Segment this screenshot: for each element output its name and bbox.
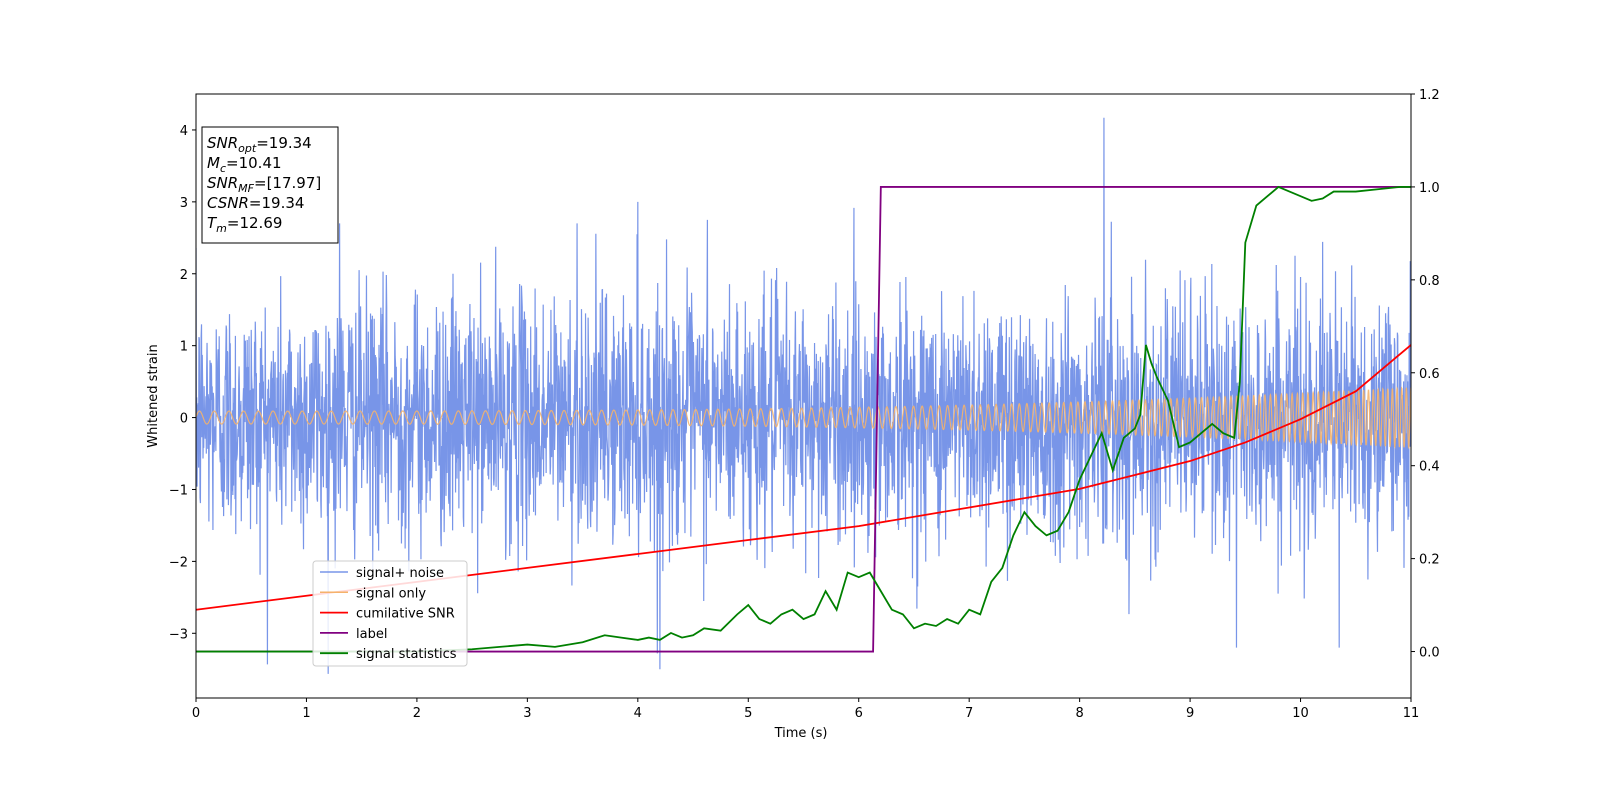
y2-tick-label: 0.8 xyxy=(1419,274,1440,289)
annotation-subscript: opt xyxy=(238,142,257,155)
x-axis-label: Time (s) xyxy=(774,726,828,741)
legend-frame xyxy=(312,560,468,667)
x-tick-label: 2 xyxy=(413,706,421,721)
legend-label: signal+ noise xyxy=(356,566,444,581)
y-tick-label: 3 xyxy=(180,196,188,211)
x-tick-label: 10 xyxy=(1292,706,1309,721)
y-tick-label: −2 xyxy=(169,555,188,570)
annotation-subscript: c xyxy=(220,162,226,175)
annotation-value: =[17.97] xyxy=(254,174,321,192)
plot-frame xyxy=(195,93,1412,699)
annotation-frame xyxy=(201,126,339,244)
y-tick-label: 4 xyxy=(180,124,188,139)
y-tick-label: −1 xyxy=(169,483,188,498)
annotation-symbol: T xyxy=(207,214,218,232)
series-signal-noise-line xyxy=(196,117,1411,674)
annotation-line: Tm=12.69 xyxy=(207,214,282,235)
x-tick-label: 4 xyxy=(634,706,642,721)
y-tick-label: 0 xyxy=(180,412,188,427)
x-tick-label: 6 xyxy=(855,706,863,721)
y-tick-label: −3 xyxy=(169,627,188,642)
annotation-symbol: SNR xyxy=(207,134,238,152)
y-axis-label: Whitened strain xyxy=(146,344,161,447)
annotation-value: =19.34 xyxy=(249,194,305,212)
annotation-symbol: M xyxy=(207,154,220,172)
annotation-symbol: CSNR xyxy=(207,194,249,212)
annotation-subscript: MF xyxy=(238,182,254,195)
annotation-box: SNRopt=19.34Mc=10.41SNRMF=[17.97]CSNR=19… xyxy=(201,126,339,244)
annotation-subscript: m xyxy=(216,222,227,235)
annotation-value: =19.34 xyxy=(256,134,312,152)
legend: signal+ noise signal only cumilative SNR la… xyxy=(312,560,468,667)
x-tick-label: 11 xyxy=(1403,706,1420,721)
x-tick-label: 9 xyxy=(1186,706,1194,721)
y2-tick-label: 0.6 xyxy=(1419,367,1440,382)
ticks-layer: 0 1 2 3 4 5 6 7 8 9 10 11 −3 −2 −1 0 1 2 3 4 0.0 0.2 0.4 0.6 0.8… xyxy=(169,88,1440,721)
x-tick-label: 3 xyxy=(523,706,531,721)
y2-tick-label: 0.4 xyxy=(1419,460,1440,475)
y2-tick-label: 0.2 xyxy=(1419,553,1440,568)
y-tick-label: 1 xyxy=(180,340,188,355)
x-tick-label: 5 xyxy=(744,706,752,721)
series-label-line xyxy=(196,186,1411,653)
x-tick-label: 0 xyxy=(192,706,200,721)
legend-label: signal only xyxy=(356,586,426,601)
y-tick-label: 2 xyxy=(180,268,188,283)
x-tick-label: 8 xyxy=(1075,706,1083,721)
series-signal-only-line xyxy=(196,386,1411,450)
annotation-line: Mc=10.41 xyxy=(207,154,282,175)
annotation-symbol: SNR xyxy=(207,174,238,192)
annotation-line: SNRopt=19.34 xyxy=(207,134,312,155)
x-tick-label: 1 xyxy=(302,706,310,721)
legend-label: signal statistics xyxy=(356,647,457,662)
annotation-value: =10.41 xyxy=(226,154,282,172)
annotation-line: SNRMF=[17.97] xyxy=(207,174,321,195)
legend-label: cumilative SNR xyxy=(356,607,455,622)
y2-tick-label: 1.0 xyxy=(1419,181,1440,196)
annotation-value: =12.69 xyxy=(227,214,283,232)
x-tick-label: 7 xyxy=(965,706,973,721)
y2-tick-label: 1.2 xyxy=(1419,88,1440,103)
legend-label: label xyxy=(356,627,387,642)
series-signal-statistics-line xyxy=(196,185,1411,653)
annotation-line: CSNR=19.34 xyxy=(207,194,304,212)
y2-tick-label: 0.0 xyxy=(1419,646,1440,661)
